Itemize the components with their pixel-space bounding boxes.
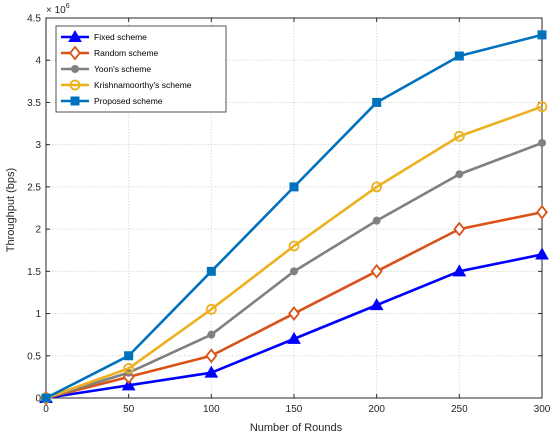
- data-point: [454, 51, 464, 61]
- data-point: [538, 138, 546, 147]
- y-tick-label: 3.5: [27, 98, 41, 109]
- y-tick-label: 0: [35, 394, 41, 405]
- data-point: [205, 303, 217, 315]
- y-tick-label: 4.5: [27, 14, 41, 25]
- y-axis-label: Throughput (bps): [5, 168, 17, 252]
- y-tick-label: 2.5: [27, 182, 41, 193]
- y-tick-label: 0.5: [27, 351, 41, 362]
- data-point: [369, 298, 384, 311]
- data-point: [287, 331, 301, 344]
- legend-item: Yoon's scheme: [61, 64, 151, 74]
- series-layer: [39, 30, 549, 406]
- x-tick-label: 300: [534, 404, 550, 415]
- data-point: [124, 351, 134, 361]
- x-tick-label: 150: [286, 404, 303, 415]
- data-point: [536, 101, 548, 113]
- data-point: [288, 306, 300, 321]
- legend-label: Krishnamoorthy's scheme: [94, 80, 192, 90]
- data-point: [121, 378, 136, 391]
- data-point: [205, 348, 218, 364]
- y-tick-label: 4: [35, 56, 41, 67]
- series-5: [41, 30, 547, 403]
- legend: Fixed scheme Random scheme Yoon's scheme Kr…: [55, 25, 227, 113]
- data-point: [207, 330, 216, 339]
- series-4: [40, 101, 548, 404]
- data-point: [372, 97, 382, 107]
- data-point: [371, 181, 383, 193]
- x-tick-label: 200: [368, 404, 385, 415]
- y-multiplier-exponent: 6: [66, 3, 70, 10]
- data-point: [452, 264, 467, 277]
- data-point: [288, 240, 300, 252]
- data-point: [290, 267, 298, 276]
- x-tick-label: 100: [203, 404, 220, 415]
- y-tick-label: 1.5: [27, 267, 41, 278]
- legend-item: Krishnamoorthy's scheme: [61, 79, 192, 91]
- data-point: [204, 365, 219, 378]
- x-tick-label: 50: [123, 404, 135, 415]
- y-tick-label: 1: [35, 309, 41, 320]
- data-point: [453, 130, 465, 142]
- data-point: [453, 221, 466, 237]
- data-point: [455, 170, 464, 179]
- legend-marker: [69, 79, 81, 91]
- x-tick-label: 250: [451, 404, 468, 415]
- data-point: [41, 393, 51, 403]
- legend-marker: [69, 45, 81, 61]
- legend-marker: [71, 65, 79, 73]
- data-point: [123, 363, 135, 374]
- legend-label: Random scheme: [94, 48, 159, 58]
- data-point: [537, 30, 547, 40]
- legend-marker: [68, 29, 82, 42]
- data-point: [535, 247, 549, 260]
- data-point: [536, 204, 548, 220]
- y-tick-label: 3: [35, 140, 41, 151]
- data-point: [372, 216, 381, 225]
- legend-item: Fixed scheme: [61, 29, 147, 42]
- legend-item: Proposed scheme: [61, 96, 163, 106]
- data-point: [206, 266, 216, 276]
- legend-marker: [70, 96, 80, 106]
- series-line: [45, 105, 543, 400]
- legend-label: Proposed scheme: [94, 96, 163, 106]
- y-axis-multiplier: × 106: [46, 3, 70, 16]
- legend-item: Random scheme: [61, 45, 159, 61]
- legend-label: Fixed scheme: [94, 32, 147, 42]
- x-axis-label: Number of Rounds: [250, 422, 343, 434]
- axis-ticks: 0 50 100 150 200 250 300 0 0.5 1 1.5 2 2.5 3 3.5 4 4.5: [27, 14, 550, 416]
- y-tick-label: 2: [35, 225, 41, 236]
- x-tick-label: 0: [43, 404, 49, 415]
- data-point: [289, 182, 299, 192]
- y-multiplier-base: × 10: [46, 5, 66, 16]
- legend-label: Yoon's scheme: [94, 64, 151, 74]
- data-point: [370, 263, 383, 279]
